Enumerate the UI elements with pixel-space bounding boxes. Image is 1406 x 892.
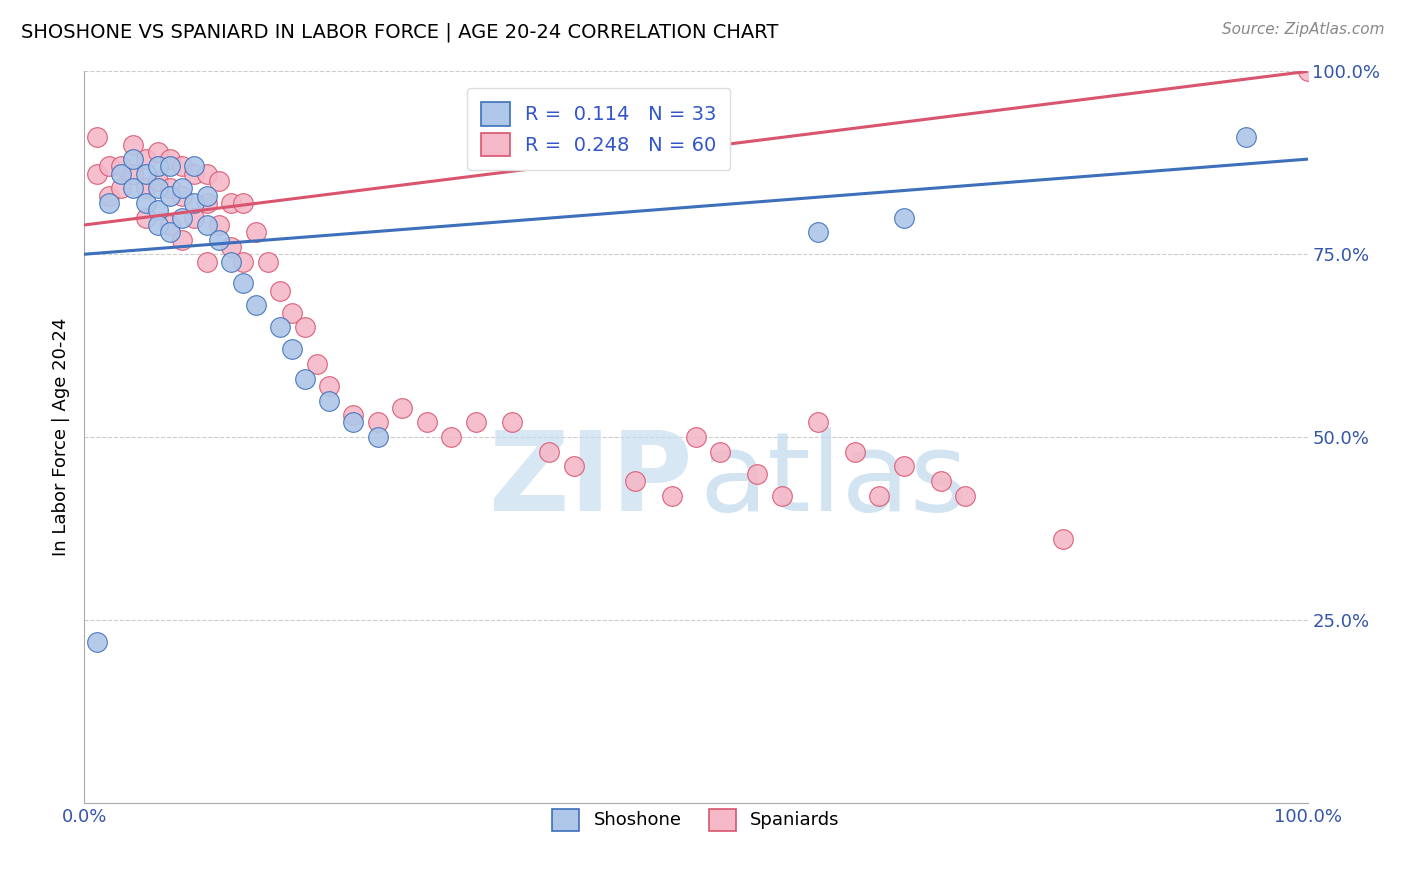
Point	[1296, 64, 1319, 78]
Point	[219, 254, 242, 268]
Point	[172, 211, 194, 225]
Point	[159, 181, 181, 195]
Point	[135, 167, 157, 181]
Point	[844, 444, 866, 458]
Point	[318, 379, 340, 393]
Point	[122, 181, 145, 195]
Point	[294, 371, 316, 385]
Point	[219, 196, 242, 211]
Point	[110, 181, 132, 195]
Point	[122, 152, 145, 166]
Point	[294, 320, 316, 334]
Point	[232, 254, 254, 268]
Point	[122, 137, 145, 152]
Point	[208, 218, 231, 232]
Point	[281, 306, 304, 320]
Point	[318, 393, 340, 408]
Point	[86, 130, 108, 145]
Point	[869, 489, 891, 503]
Point	[342, 408, 364, 422]
Point	[122, 167, 145, 181]
Point	[195, 254, 218, 268]
Point	[135, 196, 157, 211]
Point	[893, 459, 915, 474]
Point	[685, 430, 707, 444]
Point	[305, 357, 328, 371]
Point	[257, 254, 280, 268]
Point	[624, 474, 647, 488]
Point	[538, 444, 561, 458]
Point	[367, 430, 389, 444]
Point	[97, 196, 120, 211]
Point	[208, 233, 231, 247]
Point	[183, 211, 205, 225]
Point	[146, 203, 169, 218]
Point	[440, 430, 463, 444]
Point	[86, 635, 108, 649]
Point	[159, 218, 181, 232]
Point	[110, 160, 132, 174]
Point	[110, 167, 132, 181]
Point	[893, 211, 915, 225]
Point	[97, 188, 120, 202]
Y-axis label: In Labor Force | Age 20-24: In Labor Force | Age 20-24	[52, 318, 70, 557]
Point	[367, 416, 389, 430]
Point	[391, 401, 413, 415]
Point	[97, 160, 120, 174]
Point	[807, 225, 830, 239]
Point	[953, 489, 976, 503]
Point	[159, 188, 181, 202]
Point	[245, 225, 267, 239]
Text: atlas: atlas	[700, 427, 969, 534]
Point	[172, 181, 194, 195]
Point	[159, 152, 181, 166]
Point	[747, 467, 769, 481]
Point	[146, 181, 169, 195]
Point	[269, 284, 291, 298]
Point	[183, 167, 205, 181]
Point	[183, 196, 205, 211]
Point	[929, 474, 952, 488]
Text: Source: ZipAtlas.com: Source: ZipAtlas.com	[1222, 22, 1385, 37]
Point	[195, 188, 218, 202]
Point	[195, 167, 218, 181]
Point	[562, 459, 585, 474]
Text: ZIP: ZIP	[489, 427, 692, 534]
Point	[342, 416, 364, 430]
Point	[416, 416, 439, 430]
Text: SHOSHONE VS SPANIARD IN LABOR FORCE | AGE 20-24 CORRELATION CHART: SHOSHONE VS SPANIARD IN LABOR FORCE | AG…	[21, 22, 779, 42]
Point	[159, 225, 181, 239]
Point	[502, 416, 524, 430]
Point	[86, 167, 108, 181]
Point	[146, 145, 169, 159]
Point	[281, 343, 304, 357]
Point	[208, 174, 231, 188]
Legend: Shoshone, Spaniards: Shoshone, Spaniards	[537, 794, 855, 845]
Point	[1052, 533, 1074, 547]
Point	[245, 298, 267, 312]
Point	[135, 152, 157, 166]
Point	[146, 218, 169, 232]
Point	[232, 277, 254, 291]
Point	[183, 160, 205, 174]
Point	[146, 160, 169, 174]
Point	[661, 489, 683, 503]
Point	[135, 211, 157, 225]
Point	[159, 160, 181, 174]
Point	[135, 181, 157, 195]
Point	[464, 416, 486, 430]
Point	[195, 196, 218, 211]
Point	[770, 489, 793, 503]
Point	[269, 320, 291, 334]
Point	[219, 240, 242, 254]
Point	[232, 196, 254, 211]
Point	[1236, 130, 1258, 145]
Point	[195, 218, 218, 232]
Point	[807, 416, 830, 430]
Point	[172, 188, 194, 202]
Point	[172, 160, 194, 174]
Point	[709, 444, 731, 458]
Point	[172, 233, 194, 247]
Point	[146, 174, 169, 188]
